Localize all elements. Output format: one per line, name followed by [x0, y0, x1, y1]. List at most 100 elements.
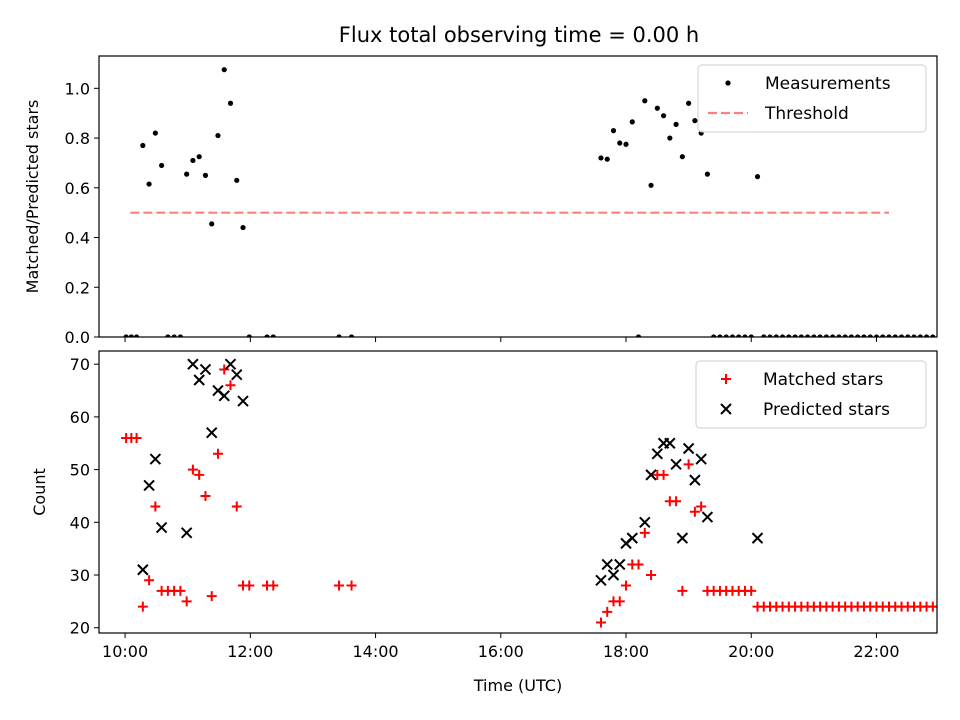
- predicted-star-point: [626, 532, 638, 544]
- measurement-point: [617, 140, 623, 146]
- measurement-point: [836, 334, 842, 337]
- measurement-point: [911, 334, 917, 337]
- y-tick-label: 1.0: [65, 79, 90, 98]
- matched-star-point: [671, 496, 682, 507]
- x-tick-label: 16:00: [478, 642, 524, 661]
- measurement-point: [629, 119, 635, 125]
- measurement-point: [190, 157, 196, 164]
- measurement-point: [686, 100, 692, 106]
- y-tick-label: 0.6: [65, 179, 90, 198]
- measurement-point: [152, 130, 158, 136]
- measurement-point: [886, 334, 892, 337]
- legend-dot-marker: [725, 80, 731, 86]
- bottom-panel-counts: 20 30 40 50 60 70 10:00 12:00 14:00 16:00 18:00 20:…: [30, 350, 938, 695]
- y-tick-label: 30: [70, 566, 90, 585]
- measurement-point: [848, 334, 855, 337]
- measurement-point: [823, 334, 829, 337]
- matched-star-point: [683, 459, 694, 470]
- matched-star-point: [150, 501, 161, 512]
- matched-star-point: [131, 432, 142, 443]
- matched-star-point: [231, 501, 242, 512]
- measurement-point: [867, 334, 873, 337]
- x-tick-label: 10:00: [102, 642, 148, 661]
- measurement-point: [196, 154, 202, 160]
- measurement-point: [146, 181, 152, 187]
- measurement-point: [892, 334, 898, 337]
- predicted-star-point: [682, 442, 695, 455]
- measurement-point: [786, 334, 792, 337]
- measurement-point: [923, 334, 930, 337]
- matched-star-point: [137, 601, 148, 612]
- measurement-point: [761, 334, 767, 337]
- measurement-point: [159, 162, 165, 169]
- predicted-star-point: [224, 358, 237, 370]
- measurement-point: [742, 334, 748, 337]
- matched-star-point: [602, 606, 613, 617]
- predicted-star-point: [639, 516, 651, 529]
- top-panel-measurements: 0.0 0.2 0.4 0.6 0.8 1.0 Matched/Predicted star…: [23, 55, 938, 347]
- matched-star-point: [244, 580, 255, 591]
- measurement-point: [804, 334, 811, 337]
- measurement-point: [264, 334, 270, 337]
- axes-frame: [98, 55, 938, 338]
- predicted-star-point: [614, 558, 626, 571]
- measurement-point: [767, 334, 773, 337]
- measurement-point: [930, 334, 936, 337]
- measurement-point: [654, 105, 660, 111]
- measurement-point: [880, 334, 886, 337]
- y-tick-label: 60: [70, 408, 90, 427]
- figure-title: Flux total observing time = 0.00 h: [339, 23, 699, 47]
- y-tick-label: 0.4: [65, 229, 90, 248]
- measurement-point: [642, 98, 648, 104]
- predicted-star-point: [651, 448, 664, 460]
- matched-star-point: [646, 570, 657, 581]
- matched-star-point: [639, 527, 650, 538]
- predicted-star-point: [607, 569, 620, 581]
- measurement-point: [635, 334, 642, 337]
- measurement-point: [679, 154, 685, 160]
- predicted-star-point: [143, 479, 155, 492]
- measurement-point: [905, 334, 911, 337]
- measurement-point: [610, 128, 617, 134]
- matched-star-point: [200, 490, 211, 501]
- predicted-star-point: [595, 574, 607, 586]
- legend-cross-marker: [720, 403, 732, 415]
- measurement-point: [711, 334, 717, 337]
- predicted-star-point: [137, 564, 149, 576]
- measurement-point: [184, 171, 190, 177]
- measurement-point: [717, 334, 723, 337]
- predicted-star-point: [237, 395, 249, 407]
- matched-star-point: [677, 585, 688, 596]
- matched-star-point: [187, 464, 198, 475]
- plot-area: [121, 358, 937, 628]
- legend-plus-marker: [721, 374, 731, 384]
- legend-label: Matched stars: [763, 370, 883, 390]
- measurement-point: [140, 142, 146, 149]
- y-tick-label: 20: [70, 619, 90, 638]
- predicted-star-point: [149, 453, 162, 465]
- measurement-point: [842, 334, 848, 337]
- measurement-point: [830, 334, 836, 337]
- measurement-point: [673, 121, 679, 127]
- legend: Matched stars Predicted stars: [695, 360, 927, 429]
- measurement-point: [348, 334, 355, 337]
- measurement-point: [723, 334, 729, 337]
- measurement-point: [811, 334, 817, 337]
- predicted-star-point: [695, 453, 707, 465]
- predicted-star-point: [205, 426, 218, 439]
- measurement-point: [855, 334, 861, 337]
- legend-label: Measurements: [765, 74, 891, 94]
- measurement-point: [604, 156, 610, 162]
- measurement-point: [873, 334, 880, 337]
- y-axis-label: Matched/Predicted stars: [23, 100, 42, 294]
- measurement-point: [165, 334, 171, 337]
- predicted-star-point: [601, 558, 613, 571]
- plot-area: [123, 67, 937, 337]
- matched-star-point: [268, 580, 279, 591]
- matched-star-point: [225, 380, 236, 391]
- matched-star-point: [175, 585, 186, 596]
- measurement-point: [748, 334, 754, 337]
- matched-star-point: [194, 469, 205, 480]
- measurement-point: [648, 182, 654, 188]
- measurement-point: [177, 334, 183, 337]
